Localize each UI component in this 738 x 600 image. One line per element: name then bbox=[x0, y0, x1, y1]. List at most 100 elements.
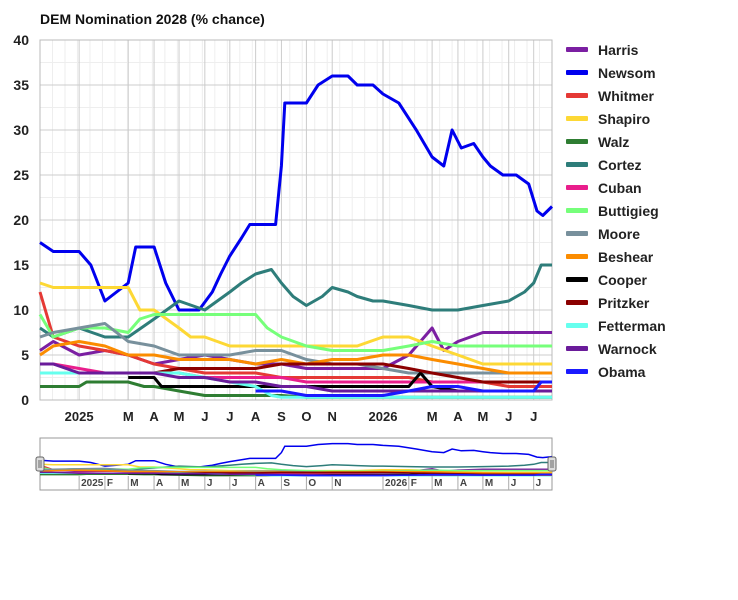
legend-label: Cuban bbox=[598, 179, 642, 196]
navigator-tick-label: M bbox=[181, 478, 189, 489]
navigator-right-handle[interactable] bbox=[547, 456, 557, 472]
x-tick-label: J bbox=[226, 409, 233, 424]
legend-swatch bbox=[566, 47, 588, 52]
x-tick-label: M bbox=[174, 409, 185, 424]
legend-label: Obama bbox=[598, 363, 646, 380]
navigator-tick-label: J bbox=[207, 478, 213, 489]
x-tick-label: J bbox=[201, 409, 208, 424]
x-tick-label: M bbox=[477, 409, 488, 424]
legend-swatch bbox=[566, 139, 588, 144]
x-tick-label: A bbox=[453, 409, 463, 424]
y-tick-label: 35 bbox=[13, 77, 29, 93]
legend-item-newsom[interactable]: Newsom bbox=[566, 61, 736, 84]
chart-title: DEM Nomination 2028 (% chance) bbox=[40, 11, 265, 27]
y-tick-label: 30 bbox=[13, 122, 29, 138]
navigator-left-handle[interactable] bbox=[35, 456, 45, 472]
legend-swatch bbox=[566, 277, 588, 282]
series-line-buttigieg[interactable] bbox=[38, 313, 552, 352]
legend-item-harris[interactable]: Harris bbox=[566, 38, 736, 61]
legend-item-cortez[interactable]: Cortez bbox=[566, 153, 736, 176]
x-tick-label: N bbox=[328, 409, 337, 424]
navigator-line-obama bbox=[255, 473, 552, 477]
y-tick-label: 25 bbox=[13, 167, 29, 183]
legend-item-moore[interactable]: Moore bbox=[566, 222, 736, 245]
navigator-tick-label: J bbox=[511, 478, 517, 489]
legend-item-whitmer[interactable]: Whitmer bbox=[566, 84, 736, 107]
legend-swatch bbox=[566, 185, 588, 190]
series-line-moore[interactable] bbox=[39, 322, 552, 375]
legend-swatch bbox=[566, 254, 588, 259]
navigator-tick-label: F bbox=[411, 478, 417, 489]
navigator-tick-label: A bbox=[460, 478, 467, 489]
navigator-tick-label: 2025 bbox=[81, 478, 104, 489]
navigator-tick-label: S bbox=[283, 478, 290, 489]
x-tick-label: M bbox=[123, 409, 134, 424]
y-tick-label: 20 bbox=[13, 212, 29, 228]
series-line-warnock[interactable] bbox=[40, 362, 552, 393]
series-line-cortez[interactable] bbox=[39, 263, 552, 339]
legend-item-obama[interactable]: Obama bbox=[566, 360, 736, 383]
legend-swatch bbox=[566, 70, 588, 75]
navigator-series bbox=[39, 442, 553, 477]
navigator-line-newsom bbox=[39, 442, 553, 468]
x-tick-label: M bbox=[427, 409, 438, 424]
legend-label: Beshear bbox=[598, 248, 654, 265]
legend-label: Pritzker bbox=[598, 294, 650, 311]
legend-swatch bbox=[566, 116, 588, 121]
y-tick-label: 0 bbox=[21, 392, 29, 408]
y-tick-label: 10 bbox=[13, 302, 29, 318]
navigator-tick-label: M bbox=[130, 478, 138, 489]
series-line-shapiro[interactable] bbox=[39, 281, 552, 366]
x-tick-label: 2025 bbox=[65, 409, 94, 424]
legend-item-walz[interactable]: Walz bbox=[566, 130, 736, 153]
series-line-newsom[interactable] bbox=[39, 74, 554, 312]
legend-label: Moore bbox=[598, 225, 640, 242]
legend-swatch bbox=[566, 346, 588, 351]
legend-swatch bbox=[566, 162, 588, 167]
navigator-tick-label: M bbox=[434, 478, 442, 489]
y-tick-label: 5 bbox=[21, 347, 29, 363]
legend-item-pritzker[interactable]: Pritzker bbox=[566, 291, 736, 314]
legend-item-warnock[interactable]: Warnock bbox=[566, 337, 736, 360]
navigator-tick-label: A bbox=[156, 478, 163, 489]
legend-swatch bbox=[566, 231, 588, 236]
y-axis: 0 5 10 15 20 25 30 35 40 bbox=[13, 32, 29, 408]
legend-label: Warnock bbox=[598, 340, 657, 357]
legend-label: Shapiro bbox=[598, 110, 651, 127]
navigator-tick-label: O bbox=[308, 478, 316, 489]
legend-label: Harris bbox=[598, 41, 639, 58]
navigator-tick-label: J bbox=[536, 478, 542, 489]
y-tick-label: 40 bbox=[13, 32, 29, 48]
legend-item-cooper[interactable]: Cooper bbox=[566, 268, 736, 291]
navigator-tick-label: F bbox=[107, 478, 113, 489]
plot-frame bbox=[39, 39, 553, 401]
legend-label: Cooper bbox=[598, 271, 647, 288]
series-line-obama[interactable] bbox=[255, 380, 552, 397]
series-layer[interactable] bbox=[38, 74, 554, 399]
legend-label: Fetterman bbox=[598, 317, 666, 334]
navigator-tick-label: N bbox=[334, 478, 341, 489]
legend-swatch bbox=[566, 93, 588, 98]
x-tick-label: J bbox=[505, 409, 512, 424]
series-line-beshear[interactable] bbox=[39, 340, 552, 375]
x-tick-label: S bbox=[277, 409, 286, 424]
x-tick-label: O bbox=[301, 409, 311, 424]
x-tick-label: A bbox=[251, 409, 261, 424]
legend-item-fetterman[interactable]: Fetterman bbox=[566, 314, 736, 337]
legend-item-cuban[interactable]: Cuban bbox=[566, 176, 736, 199]
legend-label: Walz bbox=[598, 133, 630, 150]
legend-swatch bbox=[566, 300, 588, 305]
legend-swatch bbox=[566, 208, 588, 213]
navigator-tick-label: M bbox=[485, 478, 493, 489]
navigator-tick-label: A bbox=[258, 478, 265, 489]
x-tick-label: A bbox=[149, 409, 159, 424]
legend-item-beshear[interactable]: Beshear bbox=[566, 245, 736, 268]
navigator-tick-label: 2026 bbox=[385, 478, 408, 489]
legend-item-shapiro[interactable]: Shapiro bbox=[566, 107, 736, 130]
legend-item-buttigieg[interactable]: Buttigieg bbox=[566, 199, 736, 222]
x-axis: 2025 M A M J J A S O N 2026 M A M J J bbox=[65, 409, 538, 424]
legend-label: Whitmer bbox=[598, 87, 654, 104]
navigator-ticks: 2025 F M A M J J A S O N 2026 F M A M J J bbox=[78, 476, 542, 490]
